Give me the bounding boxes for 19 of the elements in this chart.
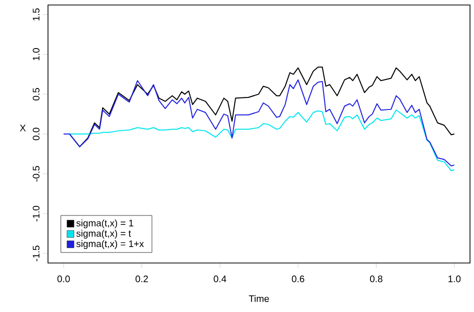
line-series bbox=[63, 79, 455, 166]
x-tick-label: 0.4 bbox=[214, 276, 226, 282]
x-tick-label: 0.8 bbox=[370, 276, 382, 282]
legend-label: sigma(t,x) = t bbox=[76, 230, 132, 239]
x-tick-label: 0.6 bbox=[292, 276, 304, 282]
x-tick-label: 0.0 bbox=[57, 276, 70, 282]
x-tick-label: 0.2 bbox=[136, 276, 148, 282]
y-tick-label: 0.5 bbox=[32, 88, 40, 100]
x-tick-label: 1.0 bbox=[448, 276, 461, 282]
y-tick-label: -1.5 bbox=[32, 246, 40, 262]
legend-label: sigma(t,x) = 1+x bbox=[76, 240, 144, 249]
y-tick-label: -1.0 bbox=[32, 206, 40, 222]
x-axis-title: Time bbox=[248, 295, 269, 302]
y-tick-label: 0.0 bbox=[32, 128, 40, 140]
y-tick-label: -0.5 bbox=[32, 166, 40, 182]
y-tick-label: 1.0 bbox=[32, 48, 40, 60]
y-tick-label: 1.5 bbox=[32, 8, 40, 20]
y-axis-title: X bbox=[20, 124, 26, 132]
legend-label: sigma(t,x) = 1 bbox=[76, 219, 134, 228]
